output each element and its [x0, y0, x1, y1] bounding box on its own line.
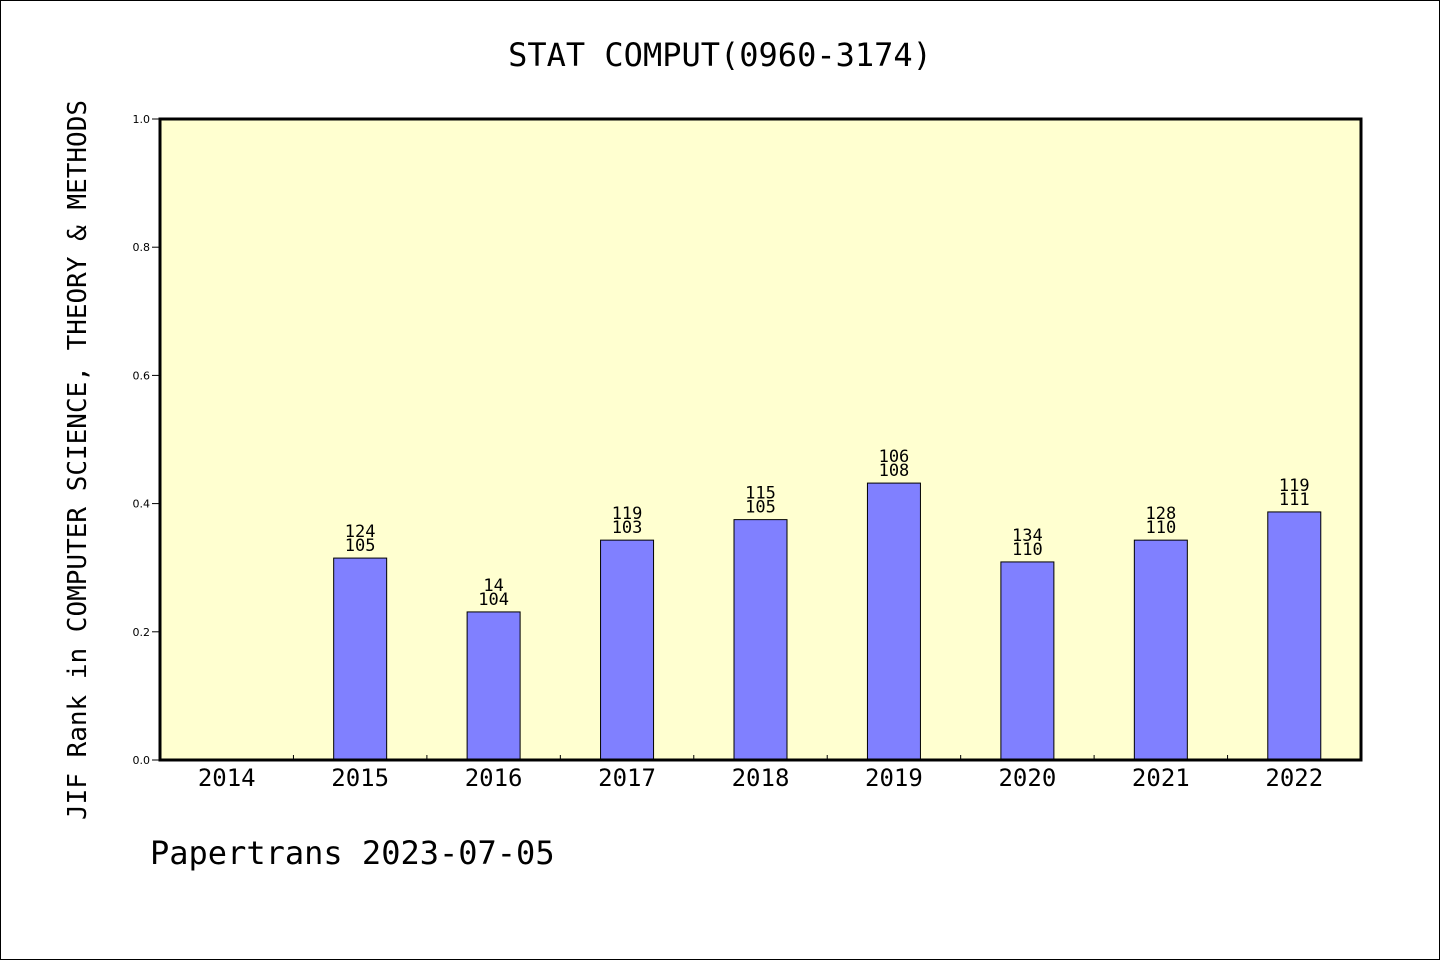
footer-note: Papertrans 2023-07-05	[150, 834, 555, 872]
bar-2015	[333, 557, 388, 761]
y-tick-label-2: 0.4	[133, 498, 151, 511]
y-tick-label-5: 1.0	[133, 113, 151, 126]
y-tick-label-1: 0.2	[133, 626, 151, 639]
x-tick-label-2015: 2015	[331, 764, 389, 792]
x-tick-label-2017: 2017	[598, 764, 656, 792]
bar-label-total-2016: 104	[478, 590, 509, 610]
bar-label-total-2015: 105	[345, 536, 376, 556]
bar-2019	[866, 482, 921, 761]
x-tick-label-2020: 2020	[998, 764, 1056, 792]
bar-label-total-2017: 103	[612, 518, 643, 538]
bar-label-rank-2018: 115	[745, 484, 776, 504]
bar-label-rank-2022: 119	[1279, 476, 1310, 496]
bar-label-rank-2017: 119	[612, 504, 643, 524]
bar-2016	[466, 611, 521, 761]
bar-2017	[600, 539, 655, 761]
bar-label-total-2019: 108	[879, 461, 910, 481]
x-tick-label-2021: 2021	[1132, 764, 1190, 792]
bar-2022	[1267, 511, 1322, 761]
x-tick-label-2016: 2016	[465, 764, 523, 792]
bar-2020	[1000, 561, 1055, 761]
x-tick-label-2019: 2019	[865, 764, 923, 792]
bar-label-total-2021: 110	[1145, 518, 1176, 538]
bar-label-rank-2020: 134	[1012, 526, 1043, 546]
chart-title: STAT COMPUT(0960-3174)	[508, 36, 932, 74]
bar-label-total-2022: 111	[1279, 490, 1310, 510]
x-tick-label-2014: 2014	[198, 764, 256, 792]
y-tick-label-4: 0.8	[133, 241, 151, 254]
bar-2021	[1133, 539, 1188, 761]
y-tick-label-3: 0.6	[133, 369, 151, 382]
plot-border	[158, 117, 1363, 762]
bar-label-rank-2015: 124	[345, 522, 376, 542]
x-tick-label-2018: 2018	[732, 764, 790, 792]
bar-label-rank-2016: 14	[483, 576, 503, 596]
y-tick-label-0: 0.0	[133, 754, 151, 767]
bar-label-total-2018: 105	[745, 498, 776, 518]
bar-label-total-2020: 110	[1012, 540, 1043, 560]
bar-2018	[733, 519, 788, 761]
bar-label-rank-2019: 106	[879, 447, 910, 467]
x-tick-label-2022: 2022	[1265, 764, 1323, 792]
bar-label-rank-2021: 128	[1145, 504, 1176, 524]
